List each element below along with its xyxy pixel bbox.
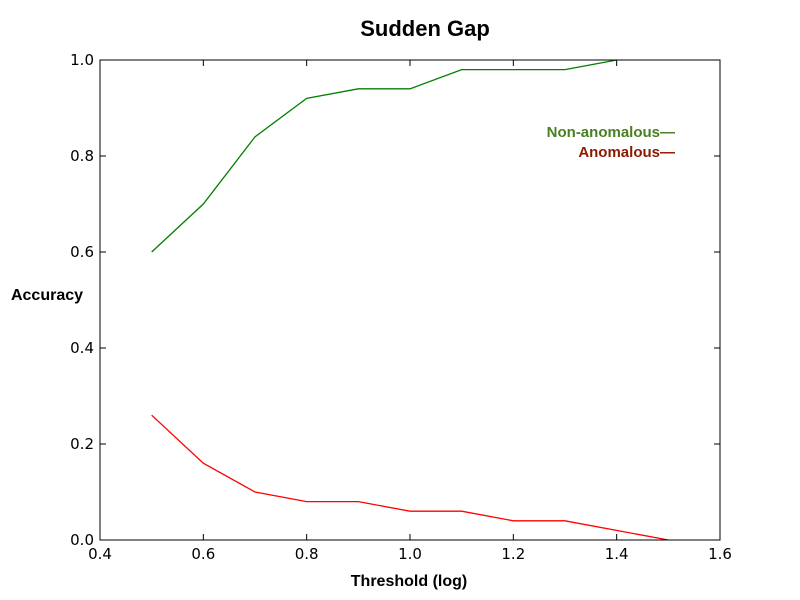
series-line-anomalous (151, 414, 669, 541)
legend-entry-anomalous: Anomalous— (578, 144, 675, 161)
x-axis-label: Threshold (log) (351, 573, 467, 590)
axis-ticks: 0.4 0.6 0.8 1.0 1.2 1.4 1.6 0.0 0.2 0.4 0.6 0.8 1.0 (70, 51, 732, 563)
y-tick-label: 0.2 (70, 435, 94, 453)
x-tick-label: 0.6 (191, 545, 215, 563)
x-tick-label: 1.2 (501, 545, 525, 563)
y-tick-label: 0.4 (70, 339, 94, 357)
x-tick-label: 0.4 (88, 545, 112, 563)
x-tick-label: 0.8 (295, 545, 319, 563)
chart-title: Sudden Gap (360, 16, 490, 41)
series-lines (151, 59, 669, 541)
x-tick-label: 1.0 (398, 545, 422, 563)
plot-frame (99, 59, 721, 541)
x-tick-label: 1.4 (605, 545, 629, 563)
legend: Non-anomalous— Anomalous— (547, 124, 675, 161)
y-axis-label: Accuracy (11, 287, 83, 304)
x-tick-label: 1.6 (708, 545, 732, 563)
y-tick-label: 0.8 (70, 147, 94, 165)
y-tick-label: 1.0 (70, 51, 94, 69)
series-line-non-anomalous (151, 59, 617, 253)
legend-entry-non-anomalous: Non-anomalous— (547, 124, 675, 141)
y-tick-label: 0.6 (70, 243, 94, 261)
y-tick-label: 0.0 (70, 531, 94, 549)
